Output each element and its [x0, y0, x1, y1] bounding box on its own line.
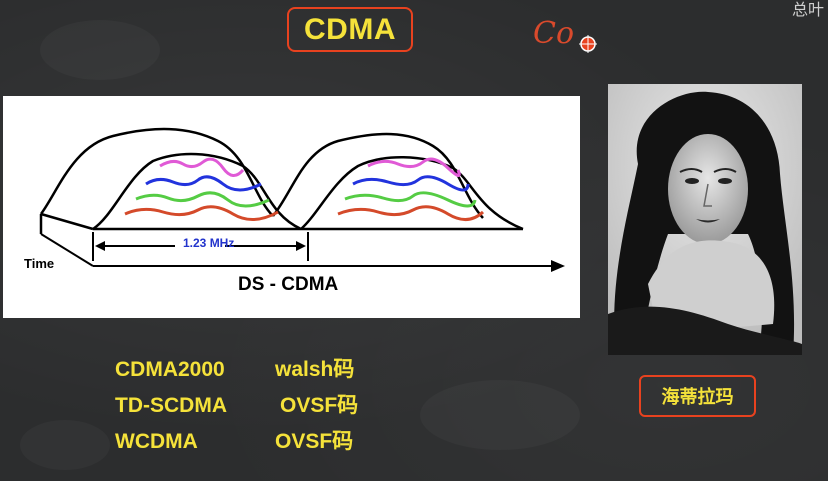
ds-cdma-diagram: 1.23 MHz Time DS - CDMA: [3, 96, 580, 318]
signal-envelope-front: [300, 156, 524, 231]
chalk-smudge: [420, 380, 580, 450]
time-axis: [40, 233, 94, 267]
code-system-name: WCDMA: [115, 430, 198, 453]
portrait-lips: [696, 219, 720, 223]
title-frame: CDMA: [287, 7, 413, 52]
signal-trace-magenta: [159, 157, 245, 177]
signal-trace-blue: [352, 175, 470, 192]
portrait-eye: [685, 178, 699, 184]
portrait-name-frame: 海蒂拉玛: [639, 375, 756, 417]
portrait-nose: [703, 183, 712, 207]
code-type: OVSF码: [280, 394, 359, 417]
code-list: CDMA2000 walsh码 TD-SCDMA OVSF码 WCDMA OVS…: [115, 352, 358, 460]
signal-trace-red: [124, 205, 279, 221]
code-row: CDMA2000 walsh码: [115, 352, 358, 388]
portrait-name: 海蒂拉玛: [661, 387, 734, 407]
portrait-eyebrow: [679, 168, 703, 173]
signal-envelope-front: [92, 152, 302, 231]
code-type: walsh码: [275, 358, 355, 381]
portrait-illustration: [608, 84, 802, 355]
portrait-eyebrow: [713, 168, 737, 173]
baseline: [40, 212, 94, 231]
axis-arrowhead-icon: [551, 260, 565, 272]
chalk-smudge: [40, 20, 160, 80]
code-row: TD-SCDMA OVSF码: [115, 388, 358, 424]
portrait-dress: [608, 306, 802, 355]
code-type: OVSF码: [275, 430, 354, 453]
handwritten-annotation: Co: [533, 16, 575, 51]
signal-trace-green: [135, 191, 270, 208]
diagram-caption: DS - CDMA: [238, 274, 339, 295]
signal-trace-green: [344, 191, 477, 208]
arrowhead-right-icon: [296, 241, 306, 251]
signal-trace-magenta: [367, 157, 461, 177]
portrait-photo: [608, 84, 802, 355]
bandwidth-label: 1.23 MHz: [183, 236, 235, 250]
time-label: Time: [24, 256, 55, 271]
chalk-smudge: [20, 420, 110, 470]
signal-envelope-back: [272, 132, 484, 219]
code-system-name: TD-SCDMA: [115, 394, 227, 417]
signal-envelope-back: [39, 127, 274, 217]
ds-cdma-figure: [39, 127, 565, 272]
portrait-eye: [718, 178, 732, 184]
corner-label: 总叶: [791, 2, 824, 19]
code-row: WCDMA OVSF码: [115, 424, 358, 460]
code-system-name: CDMA2000: [115, 358, 225, 381]
pen-cursor-icon: [579, 35, 597, 53]
signal-trace-blue: [145, 175, 262, 192]
portrait-face: [668, 134, 748, 244]
slide-title: CDMA: [304, 12, 396, 46]
arrowhead-left-icon: [95, 241, 105, 251]
signal-trace-red: [337, 205, 485, 221]
